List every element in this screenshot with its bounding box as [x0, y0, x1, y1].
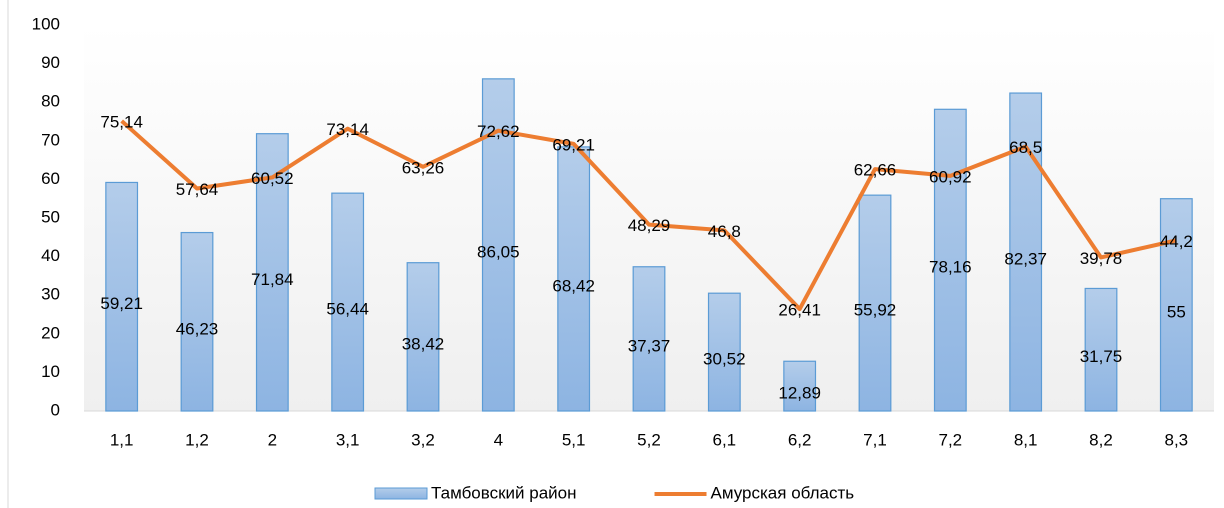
line-value-label: 63,26: [402, 158, 445, 177]
bar: [1159, 198, 1193, 412]
y-tick-label: 80: [41, 92, 60, 111]
bar: [707, 292, 741, 412]
bar-value-label: 12,89: [778, 384, 821, 403]
x-tick-label: 6,2: [788, 430, 812, 449]
x-tick-label: 8,3: [1165, 430, 1189, 449]
y-tick-label: 100: [32, 14, 60, 33]
y-tick-label: 60: [41, 169, 60, 188]
line-value-label: 60,92: [929, 167, 972, 186]
bar-value-label: 59,21: [100, 294, 143, 313]
bar-value-label: 38,42: [402, 334, 445, 353]
y-tick-label: 40: [41, 246, 60, 265]
line-value-label: 46,8: [708, 222, 741, 241]
line-value-label: 69,21: [552, 135, 595, 154]
bar: [105, 181, 139, 412]
x-tick-label: 1,2: [185, 430, 209, 449]
bar-value-label: 55: [1167, 302, 1186, 321]
y-tick-label: 50: [41, 207, 60, 226]
bar: [1084, 287, 1118, 412]
bar-value-label: 37,37: [628, 336, 671, 355]
legend-swatch: [374, 487, 428, 500]
line: [120, 119, 1177, 312]
bar-value-label: 82,37: [1004, 250, 1047, 269]
bar-value-label: 46,23: [176, 319, 219, 338]
y-tick-label: 20: [41, 323, 60, 342]
line-value-label: 48,29: [628, 216, 671, 235]
bar: [180, 231, 214, 412]
bar-value-label: 55,92: [854, 301, 897, 320]
bar-value-label: 30,52: [703, 350, 746, 369]
bar: [858, 194, 892, 412]
bar-value-label: 68,42: [552, 276, 595, 295]
line-value-label: 57,64: [176, 180, 219, 199]
line-value-label: 26,41: [778, 301, 821, 320]
bar: [406, 262, 440, 412]
x-tick-label: 6,1: [713, 430, 737, 449]
bar-value-label: 86,05: [477, 242, 520, 261]
y-tick-label: 70: [41, 130, 60, 149]
bar-value-label: 78,16: [929, 258, 972, 277]
bar: [783, 360, 817, 412]
line-value-label: 39,78: [1080, 249, 1123, 268]
legend-label: Тамбовский район: [431, 483, 577, 502]
line-value-label: 60,52: [251, 169, 294, 188]
x-tick-label: 4: [494, 430, 503, 449]
y-tick-label: 90: [41, 53, 60, 72]
bar: [557, 146, 591, 412]
x-tick-label: 3,2: [411, 430, 435, 449]
line-value-label: 44,2: [1160, 232, 1193, 251]
bar: [933, 108, 967, 412]
x-tick-label: 2: [268, 430, 277, 449]
line-value-label: 75,14: [100, 112, 143, 131]
x-tick-label: 5,1: [562, 430, 586, 449]
y-tick-label: 10: [41, 362, 60, 381]
x-tick-label: 7,1: [863, 430, 887, 449]
x-tick-label: 8,1: [1014, 430, 1038, 449]
line-value-label: 72,62: [477, 122, 520, 141]
x-tick-label: 1,1: [110, 430, 134, 449]
y-tick-label: 30: [41, 285, 60, 304]
x-tick-label: 8,2: [1089, 430, 1113, 449]
legend-label: Амурская область: [711, 483, 855, 502]
bar: [632, 266, 666, 412]
x-tick-label: 5,2: [637, 430, 661, 449]
line-value-label: 68,5: [1009, 138, 1042, 157]
bar-value-label: 71,84: [251, 270, 294, 289]
bar-value-label: 31,75: [1080, 347, 1123, 366]
bar-value-label: 56,44: [326, 300, 369, 319]
bar: [331, 192, 365, 412]
y-tick-label: 0: [51, 400, 60, 419]
line-value-label: 73,14: [326, 120, 369, 139]
x-tick-label: 3,1: [336, 430, 360, 449]
x-tick-label: 7,2: [939, 430, 963, 449]
line-value-label: 62,66: [854, 161, 897, 180]
